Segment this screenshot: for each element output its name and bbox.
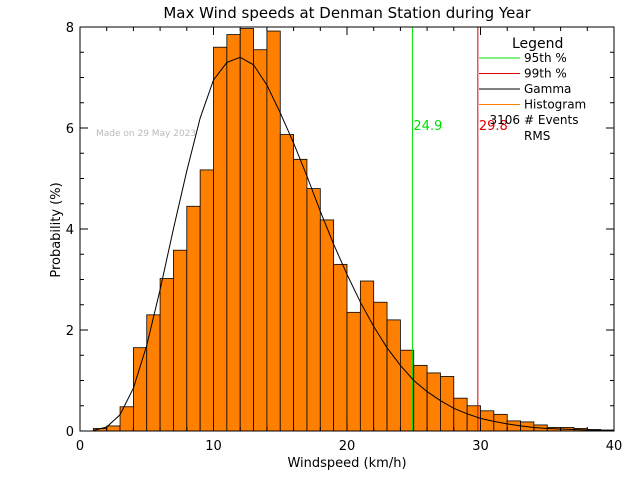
histogram-bar <box>186 205 201 432</box>
axes: 0 10 20 30 40 0 2 4 6 8 <box>66 21 623 454</box>
watermark: Made on 29 May 2023 <box>96 129 196 139</box>
histogram-bar <box>399 349 415 432</box>
legend-entry: 95th % <box>524 51 567 65</box>
histogram-bar <box>173 249 188 432</box>
chart-title: Max Wind speeds at Denman Station during… <box>163 4 531 22</box>
histogram-bar <box>293 158 308 432</box>
legend: Legend 95th % 99th %Gamma Histogram 3106 # E… <box>479 36 586 143</box>
histogram-bar <box>132 347 148 432</box>
y-tick-label: 6 <box>66 122 74 137</box>
histogram-bar <box>226 34 241 432</box>
legend-stat-label: RMS <box>524 129 550 143</box>
histogram-bar <box>413 364 428 432</box>
x-tick-label: 10 <box>205 439 222 454</box>
y-tick-label: 4 <box>66 223 74 238</box>
histogram-bar <box>466 405 481 432</box>
histogram-bar <box>279 134 295 432</box>
percentile-label: 29.8 <box>479 119 508 134</box>
y-axis-label: Probability (%) <box>49 182 64 277</box>
percentile-labels: 24.9 29.8 <box>413 119 507 134</box>
histogram-bar <box>199 169 214 432</box>
histogram-bar <box>333 263 348 432</box>
histogram-bar <box>306 188 321 432</box>
histogram-bar <box>373 301 388 432</box>
legend-title: Legend <box>512 36 563 52</box>
x-tick-label: 20 <box>339 439 356 454</box>
histogram-bar <box>239 28 254 432</box>
histogram-bar <box>453 397 468 432</box>
histogram-bar <box>253 49 268 432</box>
gamma-curve <box>93 56 614 431</box>
y-tick-label: 0 <box>66 425 74 440</box>
histogram-bar <box>266 30 281 432</box>
legend-entry: 99th % <box>524 67 567 81</box>
histogram-bar <box>386 319 401 432</box>
x-tick-label: 40 <box>606 439 623 454</box>
legend-stat-label: # Events <box>524 113 579 127</box>
histogram-bar <box>359 280 375 432</box>
histogram-bar <box>426 372 441 432</box>
percentile-lines <box>411 27 479 431</box>
legend-entry: Histogram <box>524 98 586 112</box>
histogram-bar <box>106 425 121 432</box>
y-tick-label: 2 <box>66 324 74 339</box>
y-tick-label: 8 <box>66 21 74 36</box>
histogram-bar <box>319 219 335 432</box>
x-tick-label: 30 <box>472 439 489 454</box>
x-axis-label: Windspeed (km/h) <box>287 456 406 471</box>
histogram-bar <box>159 278 174 432</box>
percentile-label: 24.9 <box>413 119 442 134</box>
x-tick-label: 0 <box>76 439 84 454</box>
histogram-bar <box>440 376 455 432</box>
histogram-bar <box>146 314 161 432</box>
legend-stat-value: 3106 <box>489 113 520 127</box>
legend-entry: Gamma <box>524 82 571 96</box>
histogram-bar <box>346 311 361 432</box>
histogram-bar <box>213 46 228 432</box>
histogram-bars <box>92 28 615 432</box>
